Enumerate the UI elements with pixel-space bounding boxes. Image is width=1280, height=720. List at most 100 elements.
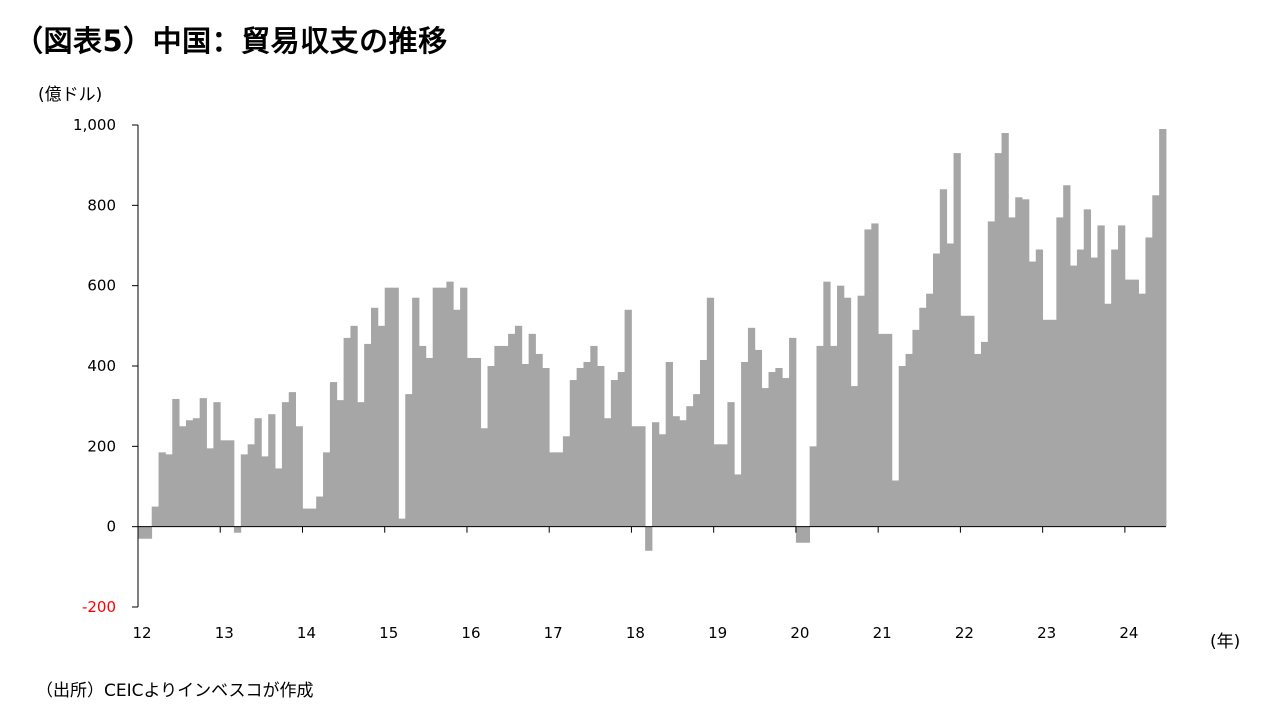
bar	[556, 452, 564, 527]
bar	[364, 343, 372, 527]
bar	[453, 309, 461, 527]
bar	[1138, 293, 1146, 527]
bar	[1035, 249, 1044, 527]
bar	[1042, 319, 1050, 527]
bar	[357, 402, 365, 527]
bar	[275, 468, 283, 527]
bar	[432, 287, 440, 527]
bar	[789, 337, 797, 527]
bar	[213, 402, 221, 527]
bar	[473, 357, 482, 527]
bar	[220, 440, 228, 527]
bar	[658, 434, 667, 527]
bar	[281, 402, 290, 527]
bar	[542, 368, 550, 527]
bar	[391, 287, 399, 527]
bar	[898, 366, 906, 527]
y-tick-label: 400	[87, 357, 116, 375]
bar	[295, 426, 303, 527]
bar	[501, 345, 509, 527]
bar	[1070, 265, 1078, 527]
bar	[926, 293, 934, 527]
bar	[480, 428, 488, 527]
bar	[1104, 303, 1112, 527]
bar	[932, 253, 941, 527]
y-tick-label: 600	[87, 277, 116, 295]
bar	[1159, 129, 1167, 527]
bar	[727, 402, 735, 527]
bar	[206, 448, 214, 527]
bar	[165, 454, 173, 527]
bar	[377, 325, 386, 527]
bar	[960, 315, 968, 527]
bar	[151, 506, 159, 527]
bar	[809, 446, 817, 527]
bar	[686, 406, 694, 527]
bar	[1097, 225, 1105, 527]
x-tick-label: 19	[708, 624, 727, 642]
y-axis-unit-label: (億ドル)	[38, 85, 103, 105]
bar	[1049, 319, 1057, 527]
bar	[316, 496, 324, 527]
bar	[720, 444, 728, 527]
bar	[460, 287, 468, 527]
bar	[1001, 133, 1009, 527]
bar	[631, 426, 639, 527]
x-tick-label: 16	[461, 624, 480, 642]
bar	[693, 394, 701, 527]
tick-labels-group: -200 0 200 400 600 800 1,000 12 13 14 15 16 17 18 19 20…	[73, 116, 1138, 642]
bar	[336, 400, 344, 527]
bar	[1063, 185, 1071, 527]
y-tick-label: 200	[87, 437, 116, 455]
bar	[1083, 209, 1092, 527]
bar	[939, 189, 948, 527]
bar	[706, 297, 715, 527]
bar	[987, 221, 996, 527]
bar	[1124, 279, 1133, 527]
bar	[905, 353, 913, 527]
x-tick-label: 15	[379, 624, 398, 642]
bar	[830, 345, 838, 527]
bar	[268, 414, 276, 527]
bar	[891, 480, 900, 527]
bar	[885, 333, 893, 527]
bar	[974, 353, 982, 527]
bar	[247, 444, 255, 527]
bar	[158, 452, 166, 527]
bar	[521, 363, 530, 527]
bar	[288, 392, 297, 527]
x-axis-unit-label: (年)	[1210, 632, 1241, 652]
bars-group	[138, 129, 1167, 551]
bar	[261, 456, 269, 527]
bar	[398, 518, 406, 527]
bar	[583, 361, 591, 527]
bar	[713, 444, 721, 527]
bar	[768, 372, 776, 527]
bar	[412, 297, 420, 527]
bar	[802, 526, 811, 543]
bar	[878, 333, 886, 527]
bar	[535, 353, 543, 527]
bar	[254, 418, 262, 527]
bar	[144, 526, 153, 539]
bar	[1090, 257, 1098, 527]
bar	[761, 388, 769, 527]
bar	[747, 327, 756, 527]
bar	[734, 474, 742, 527]
bar	[919, 307, 927, 527]
bar	[665, 361, 673, 527]
bar	[199, 398, 207, 527]
x-tick-label: 20	[790, 624, 809, 642]
y-tick-label: 0	[106, 518, 116, 536]
bar	[1022, 199, 1030, 527]
bar	[843, 297, 852, 527]
bar	[240, 454, 249, 527]
bar	[617, 372, 625, 527]
bar	[192, 418, 201, 527]
bar	[610, 380, 619, 527]
bar	[652, 422, 660, 527]
axes-group	[132, 124, 1166, 608]
bar	[343, 337, 351, 527]
bar	[466, 357, 475, 527]
